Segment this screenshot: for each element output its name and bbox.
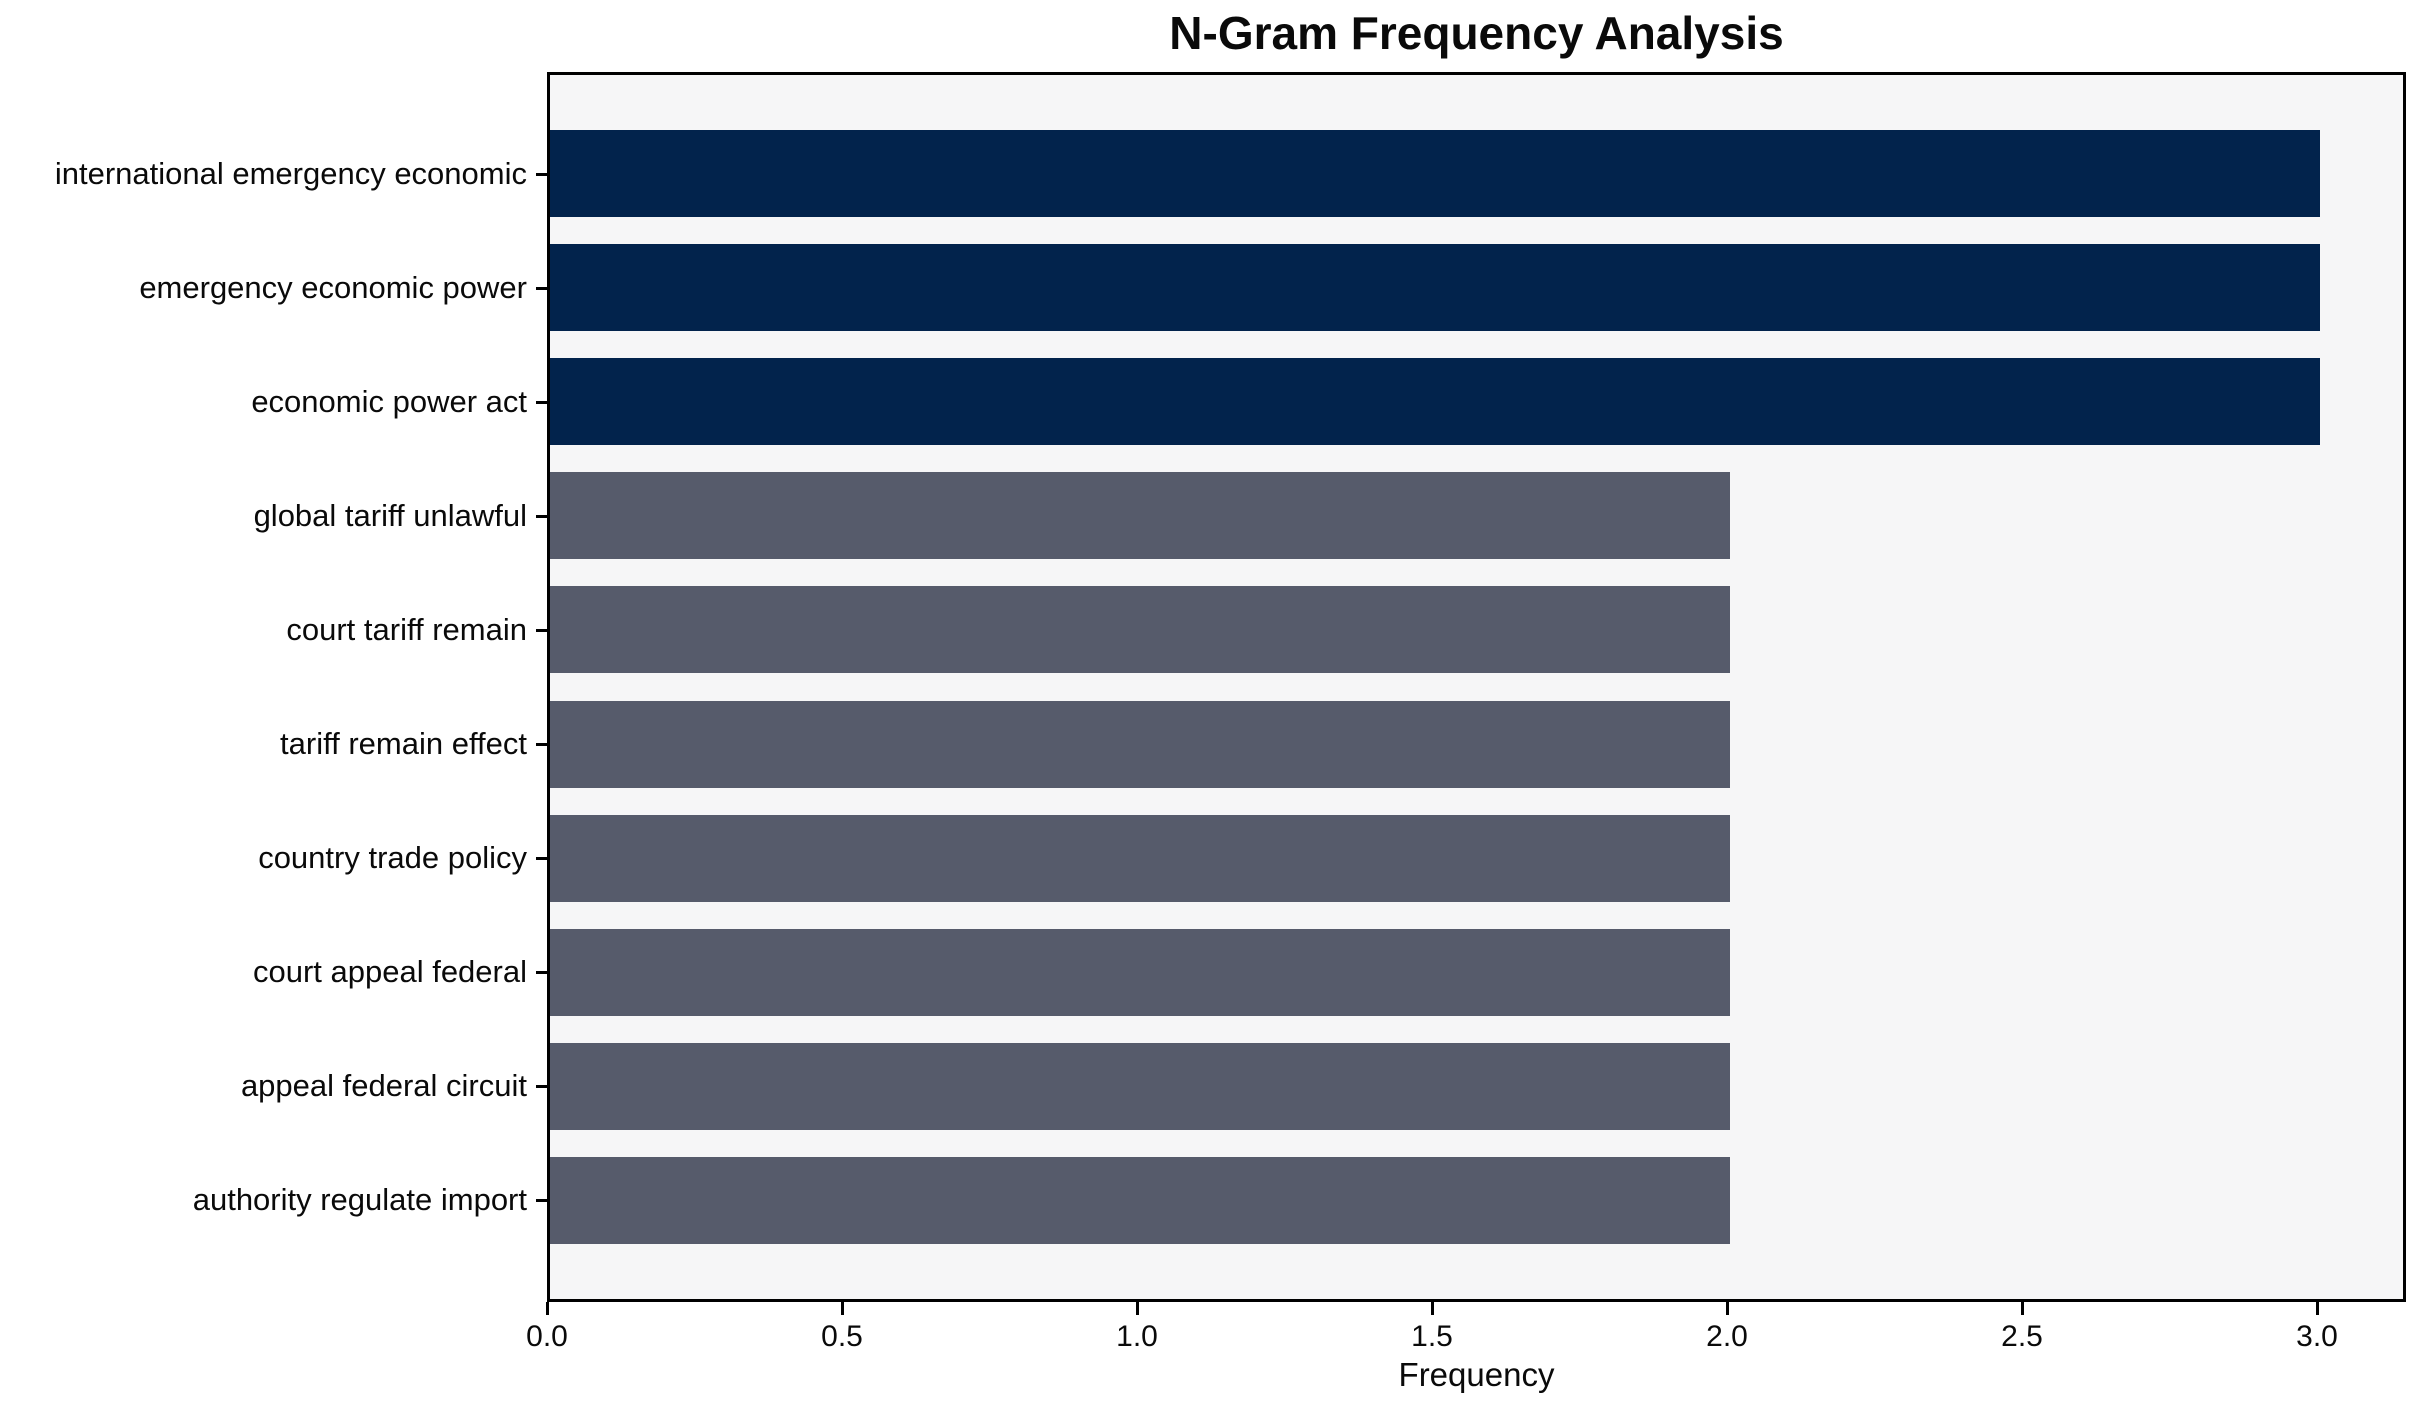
y-tick-mark <box>536 401 547 404</box>
bar <box>550 815 1730 902</box>
y-axis-label: emergency economic power <box>139 270 527 305</box>
bar <box>550 586 1730 673</box>
y-axis-label: court appeal federal <box>252 954 527 989</box>
y-tick-mark <box>536 971 547 974</box>
bar <box>550 472 1730 559</box>
y-axis-label: international emergency economic <box>54 156 527 191</box>
x-tick-label: 1.0 <box>1116 1320 1158 1353</box>
x-tick-label: 0.5 <box>821 1320 863 1353</box>
x-tick-mark <box>1136 1302 1139 1315</box>
bar <box>550 358 2320 445</box>
y-tick-mark <box>536 1199 547 1202</box>
x-tick-mark <box>2021 1302 2024 1315</box>
bar <box>550 929 1730 1016</box>
bar <box>550 701 1730 788</box>
y-axis-label: court tariff remain <box>286 612 527 647</box>
y-tick-mark <box>536 515 547 518</box>
y-tick-mark <box>536 287 547 290</box>
bar <box>550 130 2320 217</box>
bar <box>550 1157 1730 1244</box>
y-axis-label: economic power act <box>251 384 527 419</box>
x-tick-label: 3.0 <box>2296 1320 2338 1353</box>
y-tick-mark <box>536 629 547 632</box>
y-axis-label: appeal federal circuit <box>240 1068 527 1103</box>
chart-title: N-Gram Frequency Analysis <box>1169 7 1784 59</box>
y-axis-label: tariff remain effect <box>280 726 527 761</box>
x-tick-mark <box>841 1302 844 1315</box>
y-tick-mark <box>536 1085 547 1088</box>
x-tick-mark <box>1431 1302 1434 1315</box>
x-tick-label: 1.5 <box>1411 1320 1453 1353</box>
plot-area <box>547 72 2406 1302</box>
x-tick-mark <box>2316 1302 2319 1315</box>
y-axis-label: country trade policy <box>258 840 527 875</box>
y-tick-mark <box>536 857 547 860</box>
y-axis-label: authority regulate import <box>192 1182 527 1217</box>
bar <box>550 244 2320 331</box>
bar <box>550 1043 1730 1130</box>
x-tick-label: 2.5 <box>2001 1320 2043 1353</box>
y-tick-mark <box>536 173 547 176</box>
x-tick-mark <box>546 1302 549 1315</box>
y-tick-mark <box>536 743 547 746</box>
x-tick-mark <box>1726 1302 1729 1315</box>
x-tick-label: 2.0 <box>1706 1320 1748 1353</box>
x-tick-label: 0.0 <box>526 1320 568 1353</box>
x-axis-label: Frequency <box>1398 1356 1555 1393</box>
y-axis-label: global tariff unlawful <box>253 498 527 533</box>
